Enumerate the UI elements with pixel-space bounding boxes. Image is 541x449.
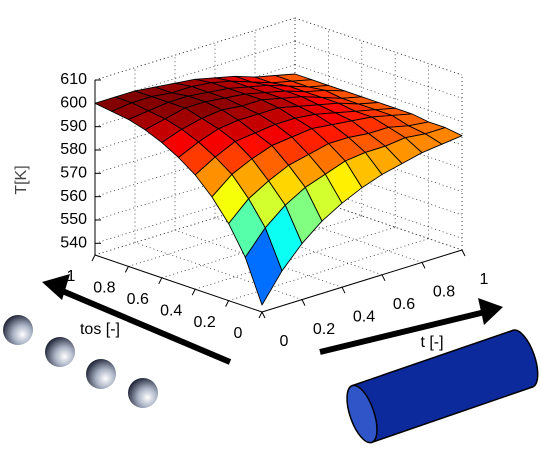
z-axis-label: T[K] [13, 165, 30, 194]
box-edge [94, 17, 296, 81]
z-tick-label: 570 [60, 165, 87, 182]
y-tick [258, 311, 263, 319]
y-tick [91, 254, 96, 262]
grid-line [294, 40, 463, 99]
y-tick [158, 277, 163, 285]
arrows [42, 274, 503, 365]
x-tick-label: 0.6 [393, 296, 415, 313]
z-tick-label: 610 [60, 71, 87, 88]
x-tick-label: 1 [480, 271, 489, 288]
grid-line [128, 204, 329, 267]
x-tick [381, 274, 386, 282]
grid-line [294, 64, 463, 123]
x-tick-label: 0.8 [433, 284, 455, 301]
y-axis-label: tos [-] [80, 321, 120, 338]
x-tick [261, 311, 266, 319]
x-tick-label: 0.4 [353, 308, 375, 325]
x-tick [301, 299, 306, 306]
spheres [3, 315, 158, 408]
grid-line [294, 180, 463, 239]
box-edge [94, 192, 296, 256]
box-edge [294, 192, 463, 251]
y-tick-label: 0.4 [160, 302, 182, 319]
y-axis [94, 254, 263, 313]
z-tick-label: 600 [60, 95, 87, 112]
x-axis [261, 249, 463, 313]
z-tick-label: 550 [60, 211, 87, 228]
x-axis-label: t [-] [420, 334, 443, 351]
z-tick-label: 590 [60, 118, 87, 135]
box-edge [294, 17, 463, 76]
x-tick [341, 286, 346, 294]
y-tick [191, 288, 196, 296]
cylinder [346, 329, 539, 444]
z-tick-label: 560 [60, 188, 87, 205]
grid-line [294, 157, 463, 216]
grid-line [254, 205, 423, 263]
x-tick-label: 0 [280, 333, 289, 350]
x-tick [421, 262, 426, 269]
grid-line [195, 226, 396, 290]
y-tick-label: 0.8 [93, 280, 115, 297]
y-tick-label: 0.2 [193, 314, 215, 331]
y-tick-label: 1 [67, 268, 76, 285]
grid-line [94, 180, 296, 244]
grid-line [134, 242, 303, 300]
z-tick-label: 540 [60, 235, 87, 252]
grid-line [228, 238, 429, 301]
grid-line [94, 157, 296, 221]
y-tick [124, 266, 129, 273]
x-tick-label: 0.2 [313, 321, 335, 338]
y-tick [225, 300, 230, 307]
surface-plot: 540 550 560 570 580 590 600 610 0 0.2 0.4 0.6 0.8 1 0 0… [60, 17, 489, 350]
z-tick-label: 580 [60, 141, 87, 158]
y-tick-label: 0 [234, 325, 243, 342]
surface-patch [244, 227, 283, 306]
grid-line [94, 40, 296, 104]
x-tick [461, 249, 466, 257]
y-tick-label: 0.6 [127, 291, 149, 308]
